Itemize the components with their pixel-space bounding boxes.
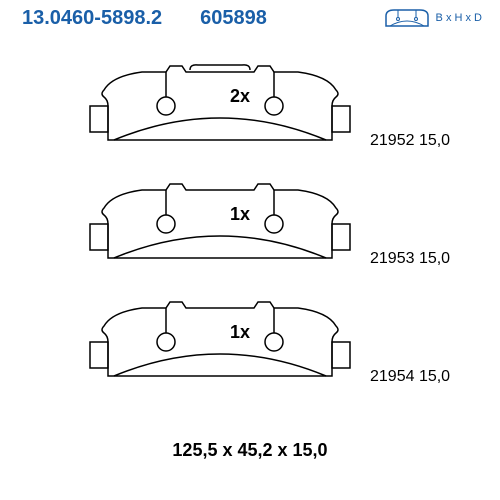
pad-code: 21954 15,0	[370, 368, 450, 386]
pad-icon	[384, 6, 430, 30]
pad-drawing	[80, 178, 360, 274]
part-number: 13.0460-5898.2	[22, 7, 162, 30]
dimensions-text: 125,5 x 45,2 x 15,0	[0, 440, 500, 461]
dimension-icon-group: B x H x D	[384, 6, 482, 30]
pad-qty: 1x	[230, 204, 250, 225]
pad-drawing	[80, 60, 360, 156]
diagram-container: 13.0460-5898.2 605898 B x H x D	[0, 0, 500, 500]
pad-row: 2x 21952 15,0	[50, 60, 450, 160]
pad-qty: 1x	[230, 322, 250, 343]
pad-qty: 2x	[230, 86, 250, 107]
pad-drawing	[80, 296, 360, 392]
sub-number: 605898	[200, 7, 267, 30]
pad-code: 21952 15,0	[370, 132, 450, 150]
dimension-label: B x H x D	[436, 12, 482, 24]
header: 13.0460-5898.2 605898 B x H x D	[0, 0, 500, 36]
pad-area: 2x 21952 15,0 1x 21953 15,0	[50, 60, 450, 414]
pad-row: 1x 21954 15,0	[50, 296, 450, 396]
pad-code: 21953 15,0	[370, 250, 450, 268]
pad-row: 1x 21953 15,0	[50, 178, 450, 278]
